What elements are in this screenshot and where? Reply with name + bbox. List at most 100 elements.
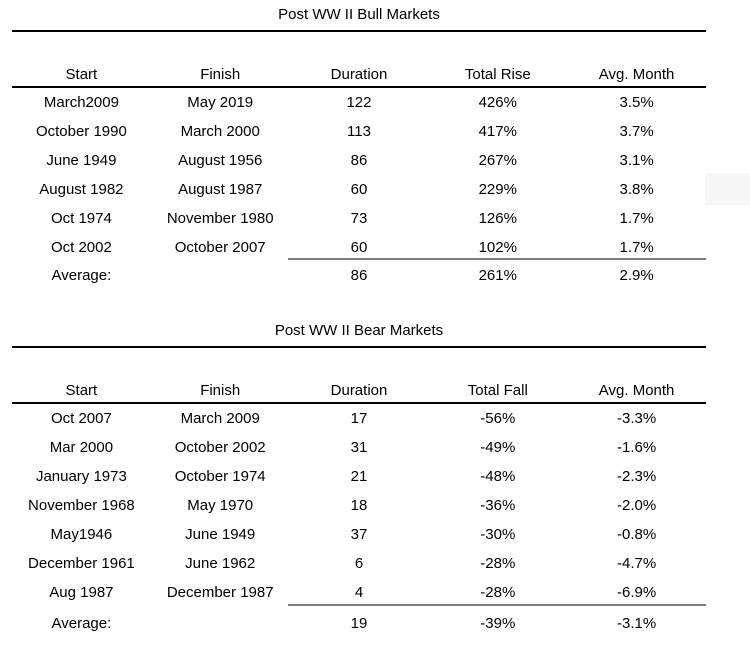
bear-average-rule [288, 604, 706, 606]
column-header-avg-month: Avg. Month [598, 381, 675, 399]
cell-start: June 1949 [46, 152, 117, 169]
cell-start: January 1973 [35, 468, 127, 485]
cell-finish: October 1974 [174, 468, 266, 485]
cell-total-fall: -28% [480, 555, 516, 572]
cell-avg-month: 3.5% [619, 94, 654, 111]
cell-duration: 21 [350, 468, 368, 485]
cell-duration: 37 [350, 526, 368, 543]
table-row: Oct 2007 March 2009 17 -56% -3.3% [12, 404, 706, 433]
cell-avg-month: -6.9% [617, 584, 657, 601]
cell-duration: 86 [350, 152, 368, 169]
column-header-duration: Duration [330, 381, 388, 399]
bull-average-rule [288, 258, 706, 260]
cell-start: Oct 1974 [50, 210, 112, 227]
cell-start: October 1990 [35, 123, 127, 140]
cell-total-fall: -36% [480, 497, 516, 514]
column-header-finish: Finish [200, 65, 241, 83]
bull-markets-table: Post WW II Bull Markets Start Finish Dur… [12, 0, 706, 292]
highlight-artifact [705, 173, 750, 205]
cell-duration: 31 [350, 439, 368, 456]
cell-finish: October 2007 [174, 239, 266, 256]
cell-total-fall: -30% [480, 526, 516, 543]
bear-header-rule [12, 402, 706, 404]
cell-start: Aug 1987 [49, 584, 114, 601]
cell-start: March2009 [43, 94, 119, 111]
table-row: Mar 2000 October 2002 31 -49% -1.6% [12, 433, 706, 462]
cell-total-rise: 229% [478, 181, 517, 198]
cell-avg-month: -2.0% [617, 497, 657, 514]
table-row: June 1949 August 1956 86 267% 3.1% [12, 146, 706, 175]
average-avg-month: -3.1% [617, 615, 657, 632]
bull-average-row: Average: 86 261% 2.9% [12, 261, 706, 290]
bear-table-title: Post WW II Bear Markets [274, 322, 444, 339]
average-label: Average: [51, 615, 112, 632]
cell-start: May1946 [50, 526, 113, 543]
table-row: Oct 1974 November 1980 73 126% 1.7% [12, 204, 706, 233]
bull-title-rule [12, 30, 706, 32]
table-row: Aug 1987 December 1987 4 -28% -6.9% [12, 578, 706, 607]
cell-duration: 60 [350, 181, 368, 198]
cell-total-rise: 126% [478, 210, 517, 227]
average-label: Average: [51, 267, 112, 284]
bull-data-rows: March2009 May 2019 122 426% 3.5% October… [12, 88, 706, 262]
cell-duration: 113 [347, 123, 371, 140]
average-avg-month: 2.9% [619, 267, 654, 284]
column-header-finish: Finish [200, 381, 241, 399]
cell-start: November 1968 [28, 497, 135, 514]
cell-avg-month: -1.6% [617, 439, 657, 456]
cell-finish: March 2000 [180, 123, 260, 140]
cell-avg-month: 3.8% [619, 181, 654, 198]
bear-title-rule [12, 346, 706, 348]
cell-total-rise: 426% [478, 94, 517, 111]
cell-duration: 60 [350, 239, 368, 256]
bear-data-rows: Oct 2007 March 2009 17 -56% -3.3% Mar 20… [12, 404, 706, 607]
cell-duration: 4 [354, 584, 364, 601]
table-row: January 1973 October 1974 21 -48% -2.3% [12, 462, 706, 491]
column-header-total-fall: Total Fall [467, 381, 528, 399]
cell-total-rise: 417% [478, 123, 517, 140]
cell-total-fall: -56% [480, 410, 516, 427]
cell-duration: 122 [346, 94, 372, 111]
bull-header-rule [12, 86, 706, 88]
cell-finish: June 1949 [185, 526, 256, 543]
cell-avg-month: -4.7% [617, 555, 657, 572]
cell-start: December 1961 [28, 555, 135, 572]
cell-finish: August 1987 [178, 181, 263, 198]
column-header-avg-month: Avg. Month [598, 65, 675, 83]
cell-finish: November 1980 [166, 210, 274, 227]
cell-avg-month: 1.7% [619, 210, 654, 227]
bear-average-row: Average: 19 -39% -3.1% [12, 609, 706, 638]
cell-duration: 18 [350, 497, 368, 514]
bull-table-title: Post WW II Bull Markets [278, 6, 440, 23]
column-header-start: Start [65, 381, 98, 399]
bear-header-row: Start Finish Duration Total Fall Avg. Mo… [12, 378, 706, 402]
cell-start: August 1982 [39, 181, 124, 198]
column-header-start: Start [65, 65, 98, 83]
cell-finish: August 1956 [178, 152, 263, 169]
cell-start: Oct 2002 [50, 239, 112, 256]
cell-duration: 17 [350, 410, 368, 427]
table-row: November 1968 May 1970 18 -36% -2.0% [12, 491, 706, 520]
cell-finish: May 1970 [187, 497, 254, 514]
cell-total-rise: 267% [478, 152, 517, 169]
cell-total-fall: -28% [480, 584, 516, 601]
cell-avg-month: -0.8% [617, 526, 657, 543]
cell-total-rise: 102% [478, 239, 517, 256]
table-row: October 1990 March 2000 113 417% 3.7% [12, 117, 706, 146]
cell-avg-month: -3.3% [617, 410, 657, 427]
cell-total-fall: -48% [480, 468, 516, 485]
cell-finish: October 2002 [174, 439, 266, 456]
cell-avg-month: -2.3% [617, 468, 657, 485]
cell-total-fall: -49% [480, 439, 516, 456]
cell-avg-month: 1.7% [619, 239, 654, 256]
bull-header-row: Start Finish Duration Total Rise Avg. Mo… [12, 62, 706, 86]
cell-avg-month: 3.7% [619, 123, 654, 140]
cell-finish: June 1962 [185, 555, 256, 572]
cell-start: Mar 2000 [49, 439, 114, 456]
bear-markets-table: Post WW II Bear Markets Start Finish Dur… [12, 316, 706, 640]
average-total-fall: -39% [480, 615, 516, 632]
average-total-rise: 261% [478, 267, 517, 284]
column-header-duration: Duration [330, 65, 388, 83]
table-row: August 1982 August 1987 60 229% 3.8% [12, 175, 706, 204]
